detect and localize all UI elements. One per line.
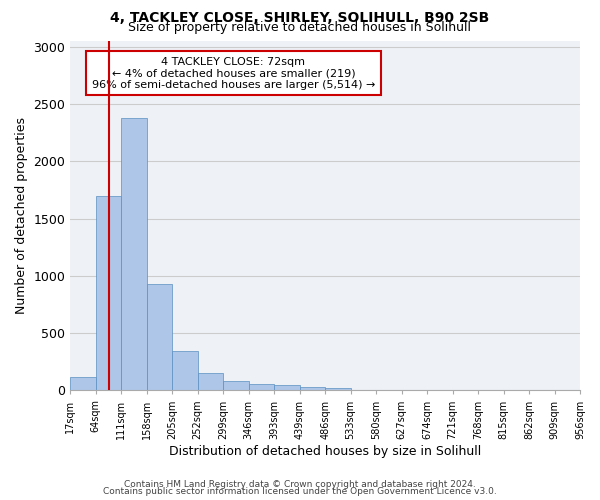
Bar (223, 382, 248, 390)
Text: Size of property relative to detached houses in Solihull: Size of property relative to detached ho… (128, 22, 472, 35)
Bar (121, 118, 147, 390)
Bar (198, 372, 223, 390)
Bar (274, 386, 299, 390)
Bar (147, 284, 172, 391)
Bar (299, 387, 325, 390)
Text: 4, TACKLEY CLOSE, SHIRLEY, SOLIHULL, B90 2SB: 4, TACKLEY CLOSE, SHIRLEY, SOLIHULL, B90… (110, 11, 490, 25)
Bar (325, 388, 350, 390)
Text: Contains HM Land Registry data © Crown copyright and database right 2024.: Contains HM Land Registry data © Crown c… (124, 480, 476, 489)
Bar (96, 196, 121, 390)
Bar (248, 384, 274, 390)
Bar (70, 377, 96, 390)
Y-axis label: Number of detached properties: Number of detached properties (15, 117, 28, 314)
Bar (172, 351, 198, 391)
X-axis label: Distribution of detached houses by size in Solihull: Distribution of detached houses by size … (169, 444, 481, 458)
Text: Contains public sector information licensed under the Open Government Licence v3: Contains public sector information licen… (103, 487, 497, 496)
Text: 4 TACKLEY CLOSE: 72sqm
← 4% of detached houses are smaller (219)
96% of semi-det: 4 TACKLEY CLOSE: 72sqm ← 4% of detached … (92, 56, 375, 90)
